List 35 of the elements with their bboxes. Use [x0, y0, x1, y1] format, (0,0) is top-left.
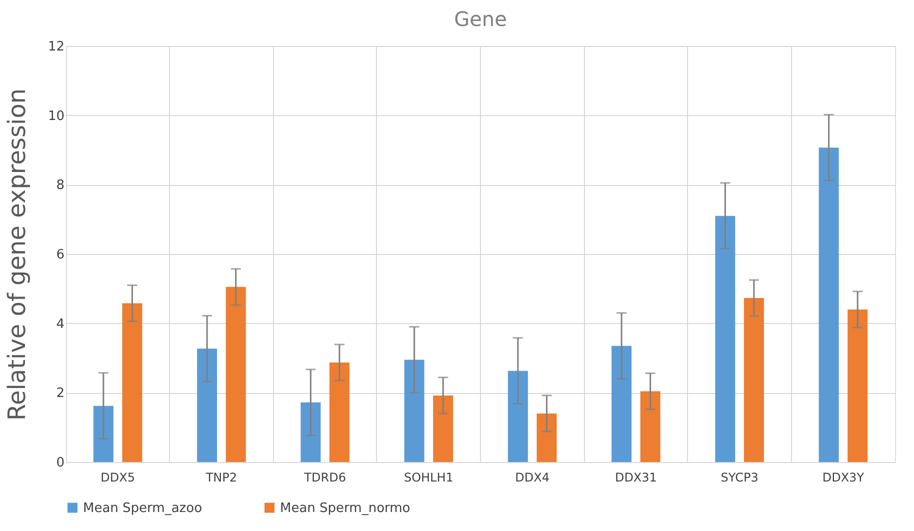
y-tick-label: 6 [56, 248, 64, 262]
bar [122, 303, 142, 462]
bar [404, 360, 424, 462]
bar [226, 286, 246, 462]
x-tick-label: DDX3Y [822, 470, 865, 484]
x-tick-label: DDX4 [515, 470, 550, 484]
bar [93, 406, 114, 462]
bar [300, 402, 321, 462]
x-tick-label: DDX5 [100, 470, 135, 484]
y-tick-label: 2 [56, 386, 64, 402]
bar [818, 148, 839, 462]
bar [508, 370, 528, 462]
x-tick-label: SOHLH1 [404, 470, 454, 484]
bar [536, 413, 557, 462]
bar [640, 391, 660, 462]
bar [744, 298, 764, 462]
x-tick-label: TNP2 [204, 470, 238, 484]
bar [848, 309, 868, 462]
y-tick-label: 4 [56, 316, 64, 332]
y-tick-label: 8 [56, 178, 64, 194]
bar [329, 362, 350, 462]
bar [612, 346, 632, 462]
bar [715, 216, 736, 462]
x-tick-label: DDX31 [614, 470, 657, 484]
bar [197, 348, 218, 462]
x-tick-label: SYCP3 [720, 470, 758, 484]
legend-label: Mean Sperm_azoo [83, 500, 202, 516]
y-tick-label: 0 [56, 456, 64, 470]
legend-label: Mean Sperm_normo [280, 500, 410, 516]
y-tick-label: 10 [48, 108, 64, 124]
x-tick-label: TDRD6 [303, 470, 346, 484]
chart-title: Gene [454, 7, 507, 31]
bar [433, 395, 454, 462]
y-tick-label: 12 [48, 40, 64, 54]
y-axis-title: Relative of gene expression [2, 88, 31, 421]
